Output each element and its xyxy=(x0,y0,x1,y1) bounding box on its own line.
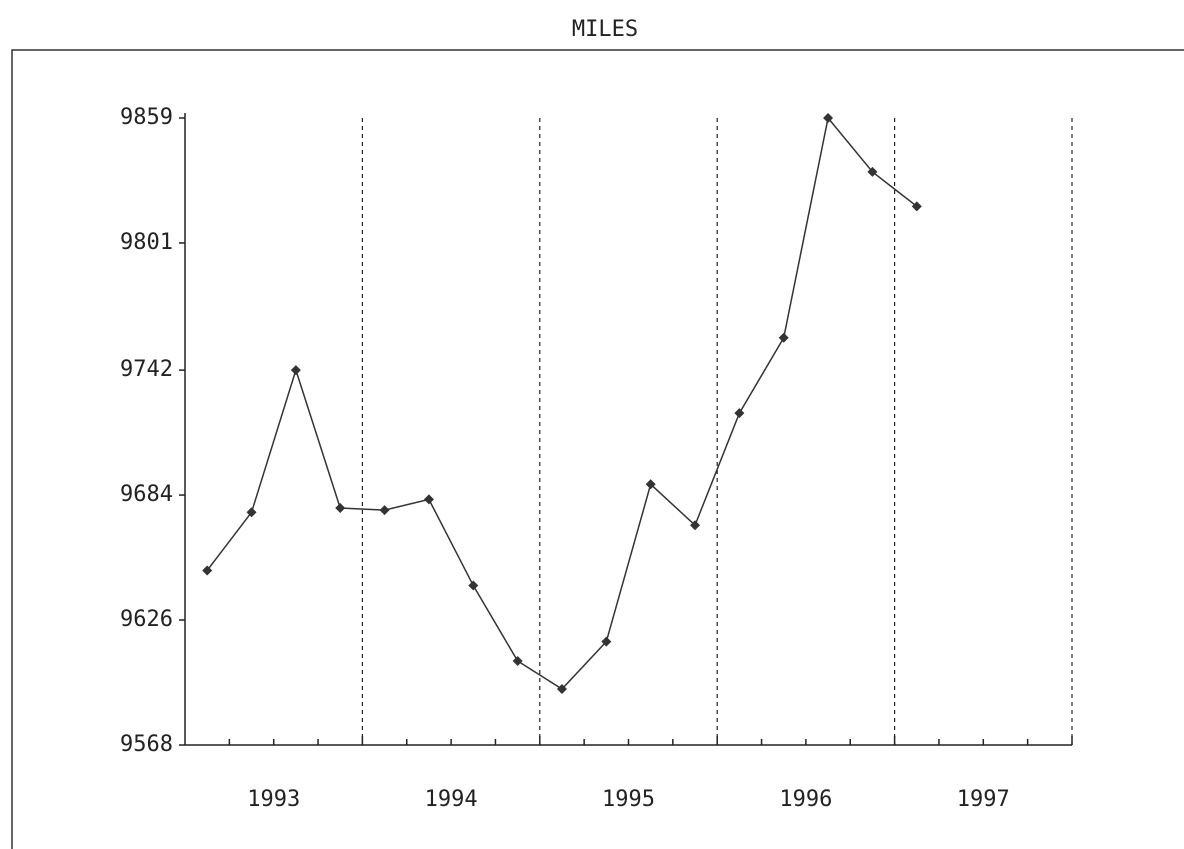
y-tick-label: 9626 xyxy=(120,607,173,632)
x-tick-label: 1996 xyxy=(779,787,832,812)
y-tick-label: 9684 xyxy=(120,482,173,507)
marker xyxy=(290,365,301,376)
x-tick-label: 1994 xyxy=(425,787,478,812)
marker xyxy=(556,683,567,694)
y-tick-label: 9568 xyxy=(120,732,173,757)
marker xyxy=(423,494,434,505)
marker xyxy=(379,505,390,516)
marker xyxy=(202,565,213,576)
chart-title: MILES xyxy=(572,17,638,42)
y-tick-label: 9801 xyxy=(120,230,173,255)
marker xyxy=(823,113,834,123)
marker xyxy=(645,479,656,490)
marker xyxy=(734,408,745,419)
marker xyxy=(601,636,612,647)
marker xyxy=(690,520,701,531)
line xyxy=(206,116,918,690)
x-tick-label: 1995 xyxy=(602,787,655,812)
y-tick-label: 9742 xyxy=(120,357,173,382)
x-tick-label: 1993 xyxy=(247,787,300,812)
marker xyxy=(468,580,479,591)
marker xyxy=(778,332,789,343)
marker xyxy=(512,655,523,666)
marker xyxy=(335,502,346,513)
marker xyxy=(246,507,257,518)
marker xyxy=(911,201,922,212)
frame xyxy=(11,49,1184,849)
marker xyxy=(867,166,878,177)
x-tick-label: 1997 xyxy=(957,787,1010,812)
y-tick-label: 9859 xyxy=(120,105,173,130)
